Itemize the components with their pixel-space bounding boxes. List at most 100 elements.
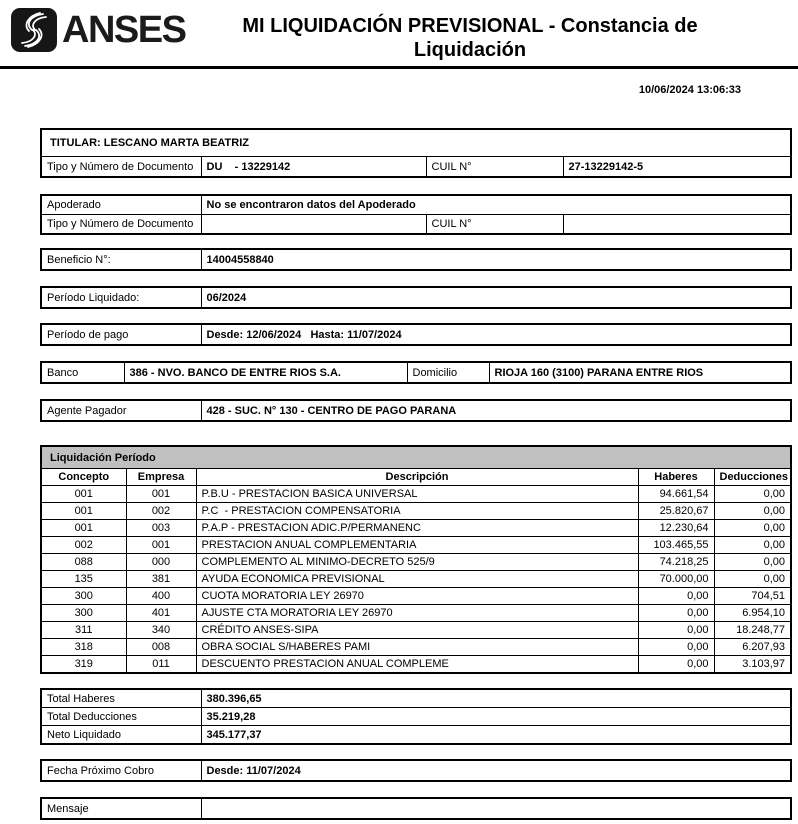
deducciones-cell: 18.248,77 [713,621,792,639]
concepto-cell: 300 [40,604,127,622]
liquidacion-row: 135 381 AYUDA ECONOMICA PREVISIONAL 70.000,… [40,570,792,588]
liquidacion-body: 001 001 P.B.U - PRESTACION BASICA UNIVERSA… [40,485,792,674]
deducciones-cell: 0,00 [713,502,792,520]
deducciones-cell: 6.207,93 [713,638,792,656]
concepto-cell: 088 [40,553,127,571]
empresa-cell: 400 [125,587,197,605]
total-deducciones-label: Total Deducciones [40,707,202,726]
total-deducciones-value: 35.219,28 [200,707,792,726]
mensaje-table: Mensaje [40,797,792,820]
concepto-cell: 001 [40,519,127,537]
liquidacion-row: 311 340 CRÉDITO ANSES-SIPA 0,00 18.248,77 [40,621,792,639]
column-header-concepto: Concepto [40,468,127,486]
agente-pagador-label: Agente Pagador [40,399,202,422]
haberes-cell: 70.000,00 [637,570,715,588]
descripcion-cell: AYUDA ECONOMICA PREVISIONAL [195,570,639,588]
empresa-cell: 003 [125,519,197,537]
empresa-cell: 401 [125,604,197,622]
liquidacion-row: 300 400 CUOTA MORATORIA LEY 26970 0,00 704,5… [40,587,792,605]
haberes-cell: 94.661,54 [637,485,715,503]
empresa-cell: 381 [125,570,197,588]
descripcion-cell: CRÉDITO ANSES-SIPA [195,621,639,639]
descripcion-cell: CUOTA MORATORIA LEY 26970 [195,587,639,605]
deducciones-cell: 704,51 [713,587,792,605]
doc-type-label: Tipo y Número de Documento [40,156,202,178]
anses-logo: ANSES [10,7,187,53]
apoderado-doc-label: Tipo y Número de Documento [40,214,202,235]
empresa-cell: 001 [125,485,197,503]
neto-liquidado-value: 345.177,37 [200,725,792,745]
header-divider [0,66,798,69]
haberes-cell: 0,00 [637,604,715,622]
liquidacion-row: 319 011 DESCUENTO PRESTACION ANUAL COMPLEM… [40,655,792,674]
empresa-cell: 340 [125,621,197,639]
descripcion-cell: P.B.U - PRESTACION BASICA UNIVERSAL [195,485,639,503]
totales-table: Total Haberes 380.396,65 Total Deduccion… [40,688,792,745]
haberes-cell: 12.230,64 [637,519,715,537]
empresa-cell: 008 [125,638,197,656]
empresa-cell: 011 [125,655,197,674]
cuil-label: CUIL N° [425,156,564,178]
periodo-pago-table: Período de pago Desde: 12/06/2024 Hasta:… [40,323,792,346]
apoderado-label: Apoderado [40,194,202,215]
concepto-cell: 318 [40,638,127,656]
liquidacion-row: 318 008 OBRA SOCIAL S/HABERES PAMI 0,00 6.20… [40,638,792,656]
haberes-cell: 0,00 [637,655,715,674]
haberes-cell: 0,00 [637,621,715,639]
apoderado-value: No se encontraron datos del Apoderado [200,194,792,215]
haberes-cell: 0,00 [637,638,715,656]
titular-table: TITULAR: LESCANO MARTA BEATRIZ Tipo y Nú… [40,128,792,178]
banco-table: Banco 386 - NVO. BANCO DE ENTRE RIOS S.A… [40,361,792,384]
domicilio-label: Domicilio [406,361,490,384]
descripcion-cell: P.C - PRESTACION COMPENSATORIA [195,502,639,520]
titular-header: TITULAR: LESCANO MARTA BEATRIZ [40,128,792,157]
concepto-cell: 001 [40,502,127,520]
concepto-cell: 002 [40,536,127,554]
timestamp: 10/06/2024 13:06:33 [638,84,741,96]
beneficio-label: Beneficio N°: [40,248,202,271]
liquidacion-row: 001 001 P.B.U - PRESTACION BASICA UNIVERSA… [40,485,792,503]
descripcion-cell: DESCUENTO PRESTACION ANUAL COMPLEME [195,655,639,674]
apoderado-cuil-label: CUIL N° [425,214,564,235]
anses-swirl-icon [11,8,57,52]
haberes-cell: 74.218,25 [637,553,715,571]
mensaje-label: Mensaje [40,797,202,820]
empresa-cell: 000 [125,553,197,571]
beneficio-value: 14004558840 [200,248,792,271]
proximo-cobro-table: Fecha Próximo Cobro Desde: 11/07/2024 [40,759,792,782]
column-header-descripcion: Descripción [195,468,639,486]
concepto-cell: 319 [40,655,127,674]
cuil-value: 27-13229142-5 [562,156,792,178]
beneficio-table: Beneficio N°: 14004558840 [40,248,792,271]
descripcion-cell: PRESTACION ANUAL COMPLEMENTARIA [195,536,639,554]
haberes-cell: 0,00 [637,587,715,605]
apoderado-cuil-value [562,214,792,235]
deducciones-cell: 0,00 [713,485,792,503]
mensaje-value [200,797,792,820]
column-header-empresa: Empresa [125,468,197,486]
deducciones-cell: 6.954,10 [713,604,792,622]
deducciones-cell: 0,00 [713,536,792,554]
descripcion-cell: OBRA SOCIAL S/HABERES PAMI [195,638,639,656]
liquidacion-row: 300 401 AJUSTE CTA MORATORIA LEY 26970 0,00… [40,604,792,622]
haberes-cell: 25.820,67 [637,502,715,520]
doc-type-value: DU - 13229142 [200,156,427,178]
descripcion-cell: COMPLEMENTO AL MINIMO-DECRETO 525/9 [195,553,639,571]
liquidacion-row: 001 003 P.A.P - PRESTACION ADIC.P/PERMANEN… [40,519,792,537]
deducciones-cell: 0,00 [713,553,792,571]
column-header-haberes: Haberes [637,468,715,486]
liquidacion-row: 088 000 COMPLEMENTO AL MINIMO-DECRETO 525/… [40,553,792,571]
page-title: MI LIQUIDACIÓN PREVISIONAL - Constancia … [150,14,790,62]
deducciones-cell: 0,00 [713,570,792,588]
deducciones-cell: 0,00 [713,519,792,537]
descripcion-cell: AJUSTE CTA MORATORIA LEY 26970 [195,604,639,622]
agente-pagador-value: 428 - SUC. N° 130 - CENTRO DE PAGO PARAN… [200,399,792,422]
apoderado-table: Apoderado No se encontraron datos del Ap… [40,194,792,235]
liquidacion-row: 002 001 PRESTACION ANUAL COMPLEMENTARIA 103… [40,536,792,554]
deducciones-cell: 3.103,97 [713,655,792,674]
periodo-liquidado-label: Período Liquidado: [40,286,202,309]
total-haberes-label: Total Haberes [40,688,202,708]
concepto-cell: 001 [40,485,127,503]
empresa-cell: 002 [125,502,197,520]
periodo-liquidado-table: Período Liquidado: 06/2024 [40,286,792,309]
